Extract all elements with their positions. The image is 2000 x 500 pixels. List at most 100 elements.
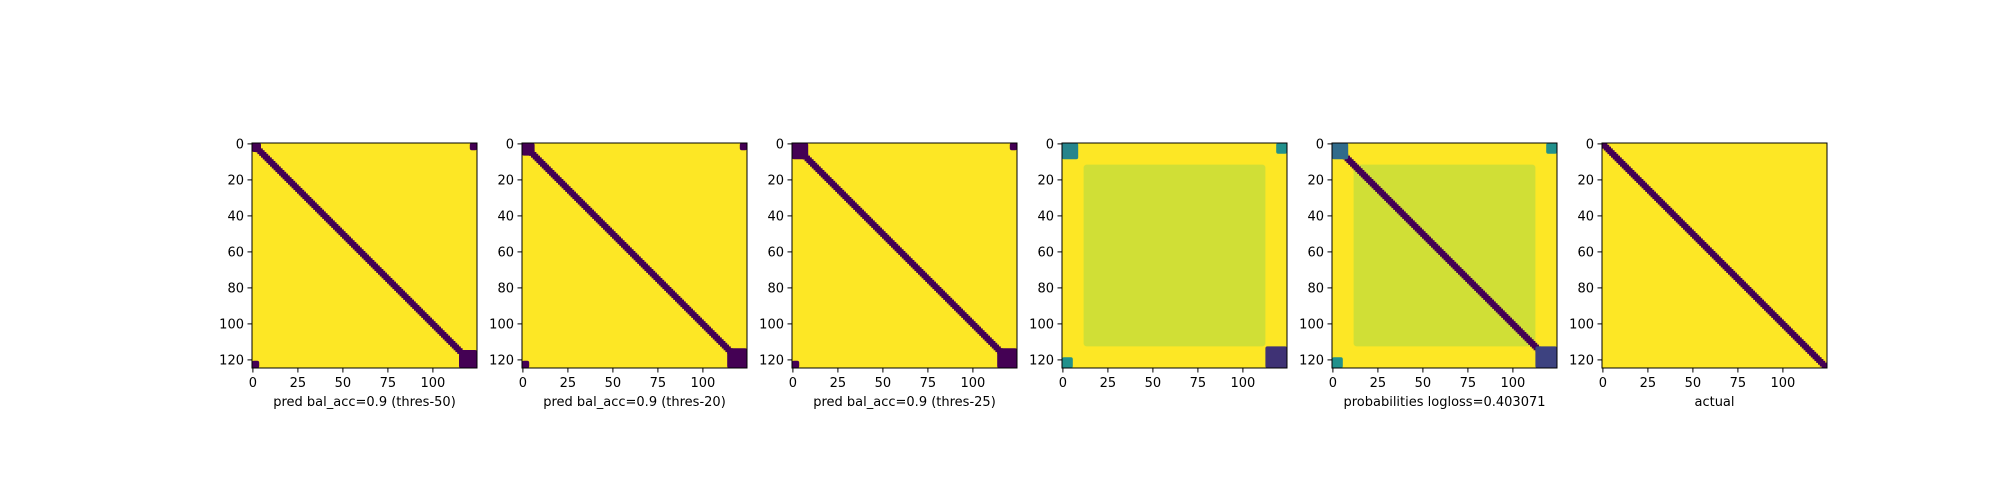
diagonal-cell xyxy=(921,276,931,279)
diagonal-cell xyxy=(1760,305,1770,308)
heatmap-image xyxy=(1062,143,1287,368)
diagonal-cell xyxy=(865,220,875,223)
diagonal-cell xyxy=(376,270,386,273)
diagonal-cell xyxy=(1783,328,1793,331)
diagonal-cell xyxy=(441,335,450,338)
y-tick-label: 80 xyxy=(497,281,514,296)
diagonal-cell xyxy=(1521,335,1530,338)
diagonal-cell xyxy=(707,332,717,335)
diagonal-cell xyxy=(1657,202,1667,205)
diagonal-cell xyxy=(354,249,364,252)
diagonal-cell xyxy=(282,177,292,180)
diagonal-cell xyxy=(1737,281,1746,284)
diagonal-cell xyxy=(660,285,670,288)
diagonal-cell xyxy=(1652,197,1662,200)
diagonal-cell xyxy=(981,335,990,338)
diagonal-cell xyxy=(961,315,971,318)
y-tick-label: 0 xyxy=(776,137,784,152)
diagonal-cell xyxy=(883,238,893,241)
diagonal-cell xyxy=(1479,294,1489,297)
diagonal-cell xyxy=(842,197,852,200)
y-tick-label: 60 xyxy=(1577,245,1594,260)
y-tick-label: 80 xyxy=(767,281,784,296)
y-tick-label: 20 xyxy=(1037,173,1054,188)
heatmap-panel-2: 0 25 50 75 100 0 20 40 60 80 100 120 pred bal_acc=0.… xyxy=(489,137,748,410)
diagonal-cell xyxy=(450,344,459,347)
diagonal-cell xyxy=(1393,207,1403,210)
diagonal-cell xyxy=(423,317,432,320)
diagonal-cell xyxy=(444,339,454,342)
corner-block-4 xyxy=(1062,357,1073,368)
x-tick-label: 0 xyxy=(519,376,527,391)
diagonal-cell xyxy=(453,348,463,351)
diagonal-cell xyxy=(1666,211,1676,214)
diagonal-cell xyxy=(383,278,393,281)
x-tick-label: 50 xyxy=(1145,376,1162,391)
diagonal-cell xyxy=(1378,193,1388,196)
diagonal-cell xyxy=(601,225,611,228)
diagonal-cell xyxy=(257,152,267,155)
diagonal-cell xyxy=(676,301,686,304)
diagonal-cell xyxy=(1510,324,1520,327)
diagonal-cell xyxy=(302,197,312,200)
diagonal-cell xyxy=(588,213,598,216)
axes-frame xyxy=(1061,142,1288,369)
diagonal-cell xyxy=(1744,288,1754,291)
diagonal-cell xyxy=(1627,171,1637,174)
diagonal-cell xyxy=(894,249,904,252)
x-axis-label: probabilities logloss=0.403071 xyxy=(1343,395,1545,410)
diagonal-cell xyxy=(1665,209,1674,212)
diagonal-cell xyxy=(1792,337,1802,340)
diagonal-cell xyxy=(613,238,623,241)
diagonal-cell xyxy=(696,321,706,324)
diagonal-cell xyxy=(957,312,967,315)
diagonal-cell xyxy=(360,254,369,257)
diagonal-cell xyxy=(313,207,323,210)
heatmap-inner-block xyxy=(1083,164,1266,347)
diagonal-cell xyxy=(1733,278,1743,281)
diagonal-cell xyxy=(1722,267,1732,270)
x-tick-label: 75 xyxy=(1730,376,1747,391)
diagonal-cell xyxy=(333,227,342,230)
diagonal-cell xyxy=(415,310,425,313)
diagonal-cell xyxy=(669,294,679,297)
diagonal-cell xyxy=(1630,175,1640,178)
diagonal-cell xyxy=(259,153,269,156)
diagonal-cell xyxy=(889,243,899,246)
diagonal-cell xyxy=(721,346,731,349)
diagonal-cell xyxy=(1670,215,1680,218)
diagonal-cell xyxy=(541,166,551,169)
diagonal-cell xyxy=(1755,299,1764,302)
y-tick-label: 0 xyxy=(1586,137,1594,152)
diagonal-cell xyxy=(887,242,897,245)
diagonal-cell xyxy=(1620,164,1629,167)
axes-frame xyxy=(1331,142,1558,369)
diagonal-cell xyxy=(903,258,913,261)
diagonal-cell xyxy=(581,206,591,209)
diagonal-cell xyxy=(394,288,404,291)
diagonal-cell xyxy=(977,332,987,335)
corner-block-2 xyxy=(1535,346,1557,368)
diagonal-cell xyxy=(1423,238,1433,241)
diagonal-cell xyxy=(1494,308,1503,311)
diagonal-cell xyxy=(324,218,333,221)
y-tick-label: 80 xyxy=(1307,281,1324,296)
diagonal-cell xyxy=(1800,344,1809,347)
heatmap-panel-3: 0 25 50 75 100 0 20 40 60 80 100 120 pred bal_acc=0.… xyxy=(759,137,1018,410)
diagonal-cell xyxy=(1477,292,1487,295)
y-tick-label: 0 xyxy=(506,137,514,152)
diagonal-cell xyxy=(712,337,722,340)
diagonal-cell xyxy=(847,202,857,205)
diagonal-cell xyxy=(835,189,845,192)
diagonal-cell xyxy=(1456,270,1466,273)
diagonal-cell xyxy=(275,170,285,173)
x-tick-label: 25 xyxy=(560,376,577,391)
y-tick-label: 120 xyxy=(219,353,244,368)
diagonal-cell xyxy=(684,308,693,311)
diagonal-cell xyxy=(1407,222,1417,225)
diagonal-cell xyxy=(365,260,375,263)
y-tick-label: 60 xyxy=(767,245,784,260)
x-axis-label: actual xyxy=(1694,395,1734,410)
diagonal-cell xyxy=(534,159,544,162)
diagonal-cell xyxy=(617,242,627,245)
